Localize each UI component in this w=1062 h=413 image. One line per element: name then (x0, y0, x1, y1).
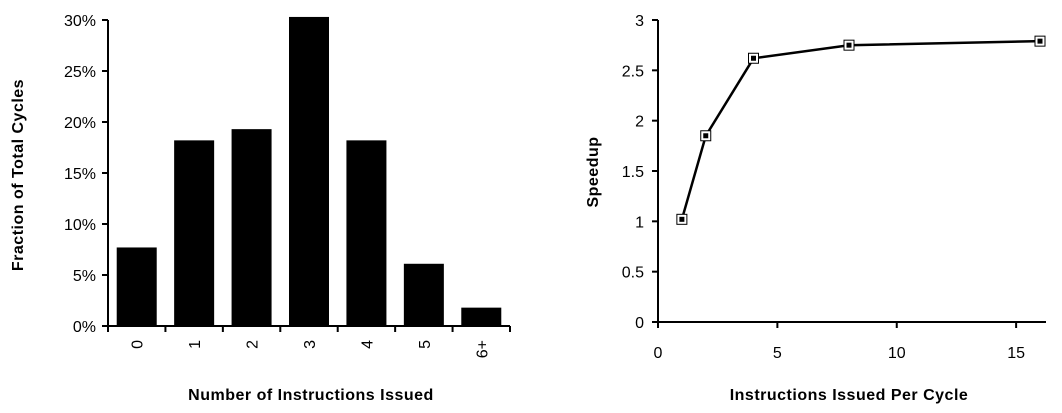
line-chart-x-axis-title: Instructions Issued Per Cycle (730, 387, 969, 404)
bar-chart-x-tick-label: 4 (359, 340, 376, 349)
bar-chart: 0% 5% 10% 15% 20% 25% 30% 0 1 2 3 4 5 6+ Fraction of… (10, 13, 511, 404)
bar-2 (231, 129, 272, 326)
bar-chart-x-ticks: 0 1 2 3 4 5 6+ (107, 326, 511, 358)
speedup-point-2 (700, 130, 712, 142)
bar-chart-y-tick-label: 20% (64, 115, 96, 132)
line-chart-x-tick-label: 15 (1007, 345, 1025, 362)
line-chart-x-tick-label: 10 (888, 345, 906, 362)
point-marker-inner (1037, 38, 1043, 44)
bar-3 (289, 16, 329, 326)
line-chart-axes (657, 20, 1046, 323)
bar-0 (116, 247, 157, 326)
bar-chart-y-tick-label: 15% (64, 166, 96, 183)
bar-chart-bars (116, 16, 502, 326)
bar-6+ (461, 307, 502, 326)
bar-chart-y-tick-label: 5% (73, 268, 96, 285)
bar-chart-y-tick-label: 10% (64, 217, 96, 234)
line-chart-y-tick-label: 3 (635, 13, 644, 30)
bar-chart-y-ticks: 0% 5% 10% 15% 20% 25% 30% (64, 13, 108, 336)
bar-chart-x-tick-label: 2 (245, 340, 262, 349)
line-chart: 0 0.5 1 1.5 2 2.5 3 0 5 10 15 Speedup Instruction… (585, 13, 1046, 404)
bar-chart-x-tick-label: 1 (187, 340, 204, 349)
speedup-point-4 (748, 52, 759, 64)
line-chart-series (676, 35, 1046, 225)
bar-chart-x-axis-title: Number of Instructions Issued (188, 387, 434, 404)
line-chart-y-tick-label: 1 (635, 214, 644, 231)
bar-chart-x-tick-label: 5 (417, 340, 434, 349)
line-chart-y-tick-label: 0.5 (622, 265, 644, 282)
bar-chart-x-tick-label: 3 (302, 340, 319, 349)
line-chart-x-tick-label: 5 (773, 345, 782, 362)
line-chart-y-tick-label: 2 (635, 114, 644, 131)
point-marker-inner (703, 133, 709, 139)
bar-chart-x-tick-label: 6+ (474, 340, 491, 358)
line-chart-y-tick-label: 0 (635, 315, 644, 332)
line-chart-x-tick-label: 0 (654, 345, 663, 362)
point-marker-inner (751, 55, 756, 61)
line-chart-y-ticks: 0 0.5 1 1.5 2 2.5 3 (622, 13, 658, 332)
bar-chart-y-tick-label: 25% (64, 64, 96, 81)
speedup-point-8 (843, 39, 855, 51)
bar-4 (346, 140, 387, 326)
bar-1 (174, 140, 215, 326)
point-marker-inner (846, 42, 852, 48)
bar-chart-y-tick-label: 30% (64, 13, 96, 30)
line-chart-y-tick-label: 2.5 (622, 63, 644, 80)
line-chart-y-axis-title: Speedup (585, 136, 602, 207)
line-chart-y-tick-label: 1.5 (622, 164, 644, 181)
bar-5 (403, 263, 444, 326)
point-marker-inner (679, 216, 685, 222)
speedup-point-16 (1034, 35, 1046, 47)
bar-chart-y-tick-label: 0% (73, 319, 96, 336)
bar-chart-y-axis-title: Fraction of Total Cycles (10, 79, 27, 271)
speedup-point-1 (676, 213, 688, 225)
bar-chart-x-tick-label: 0 (130, 340, 147, 349)
line-chart-x-ticks: 0 5 10 15 (654, 322, 1025, 362)
speedup-series-line (680, 39, 1041, 220)
